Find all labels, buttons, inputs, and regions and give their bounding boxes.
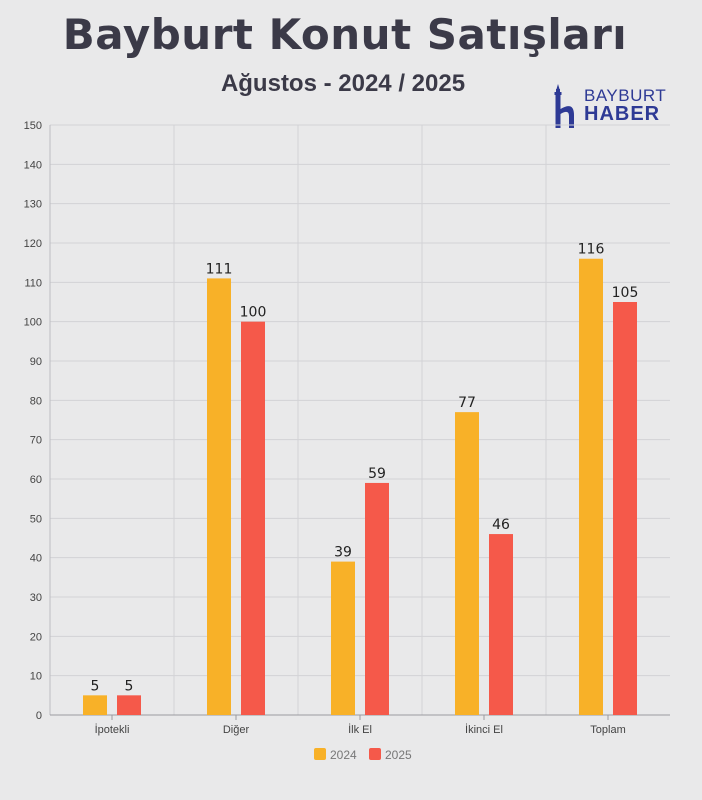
- bar-2025-0: [117, 695, 141, 715]
- legend: 2024 2025: [314, 748, 412, 762]
- bar-2024-4: [579, 258, 603, 715]
- bayburt-haber-logo: BAYBURT HABER: [552, 83, 672, 131]
- data-label: 46: [492, 517, 510, 533]
- y-tick-label: 30: [30, 592, 42, 604]
- y-tick-label: 130: [24, 199, 42, 211]
- bar-2025-4: [613, 302, 637, 715]
- logo-line1: BAYBURT: [584, 86, 667, 105]
- y-tick-label: 20: [30, 631, 42, 643]
- minaret-h-icon: [554, 84, 574, 128]
- y-tick-label: 70: [30, 435, 42, 447]
- y-tick-label: 10: [30, 671, 42, 683]
- bar-2025-3: [489, 534, 513, 715]
- x-tick-label: İkinci El: [465, 723, 503, 736]
- logo-line2: HABER: [584, 103, 661, 125]
- y-tick-label: 140: [24, 159, 42, 171]
- bar-2024-0: [83, 695, 107, 715]
- legend-label-2024[interactable]: 2024: [330, 748, 357, 762]
- x-tick-label: İpotekli: [95, 723, 130, 736]
- y-tick-label: 90: [30, 356, 42, 368]
- x-tick-label: İlk El: [348, 723, 372, 736]
- y-tick-label: 100: [24, 317, 42, 329]
- legend-swatch-2025: [369, 748, 381, 760]
- bar-layer: [83, 258, 637, 715]
- grid-layer: [49, 124, 670, 720]
- data-label: 5: [125, 678, 134, 694]
- data-label: 59: [368, 466, 386, 482]
- chart-subtitle: Ağustos - 2024 / 2025: [220, 70, 466, 97]
- x-tick-label: Toplam: [590, 724, 625, 736]
- y-tick-label: 120: [24, 238, 42, 250]
- data-label: 39: [334, 545, 352, 561]
- y-tick-label: 0: [36, 710, 42, 722]
- legend-label-2025[interactable]: 2025: [385, 748, 412, 762]
- label-layer: 0 10 20 30 40 50 60 70 80 90 100 110 120 130 140 150 İpo…: [24, 120, 639, 736]
- legend-swatch-2024: [314, 748, 326, 760]
- bar-2024-1: [207, 278, 231, 715]
- bar-2024-2: [331, 561, 355, 715]
- bar-2025-1: [241, 321, 265, 715]
- y-tick-label: 40: [30, 553, 42, 565]
- bar-2024-3: [455, 412, 479, 715]
- y-tick-label: 50: [30, 513, 42, 525]
- data-label: 100: [240, 305, 267, 321]
- bar-2025-2: [365, 482, 389, 715]
- x-tick-label: Diğer: [223, 724, 250, 736]
- y-tick-label: 150: [24, 120, 42, 132]
- data-label: 5: [91, 678, 100, 694]
- data-label: 105: [612, 285, 639, 301]
- y-tick-label: 110: [24, 277, 42, 289]
- data-label: 77: [458, 395, 476, 411]
- data-label: 116: [578, 242, 605, 258]
- chart-title: Bayburt Konut Satışları: [62, 10, 628, 59]
- data-label: 111: [206, 261, 233, 277]
- y-tick-label: 80: [30, 395, 42, 407]
- y-tick-label: 60: [30, 474, 42, 486]
